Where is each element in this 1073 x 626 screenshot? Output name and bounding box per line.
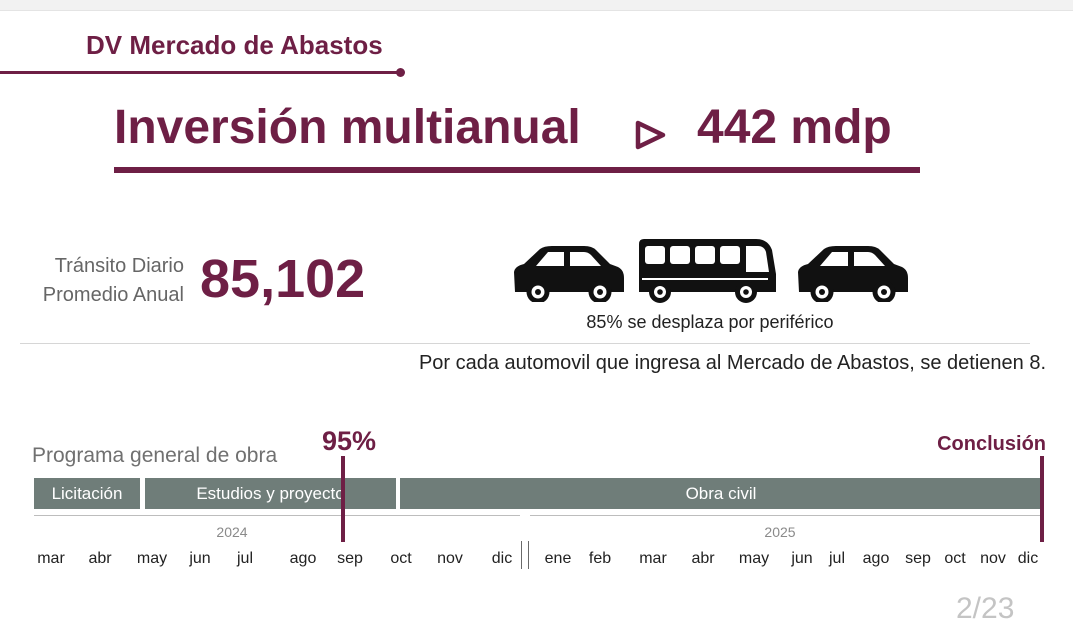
page-number: 2/23 xyxy=(956,592,1015,625)
month-2024-nov: nov xyxy=(437,550,463,567)
bus-icon xyxy=(639,239,776,303)
conclusion-label: Conclusión xyxy=(937,433,1046,455)
car-icon xyxy=(514,246,624,302)
conclusion-marker xyxy=(1040,456,1044,542)
month-2025-ene: ene xyxy=(544,550,572,567)
program-label: Programa general de obra xyxy=(32,444,278,467)
month-2024-jun: jun xyxy=(189,550,211,567)
year-label-2024: 2024 xyxy=(216,524,248,540)
phase-estudios-proyecto: Estudios y proyecto xyxy=(145,478,396,509)
month-2025-nov: nov xyxy=(980,550,1006,567)
month-2025-abr: abr xyxy=(691,550,715,567)
month-2024-ago: ago xyxy=(289,550,317,567)
month-2024-mar: mar xyxy=(37,550,65,567)
metric-label-line2: Promedio Anual xyxy=(42,284,184,306)
top-bar xyxy=(0,0,1073,11)
metric-label: Tránsito Diario Promedio Anual xyxy=(18,252,184,310)
phase-licitacion: Licitación xyxy=(34,478,140,509)
section-title: DV Mercado de Abastos xyxy=(86,30,383,60)
month-2025-sep: sep xyxy=(905,550,931,567)
vehicles-caption: 85% se desplaza por periférico xyxy=(586,312,834,332)
metric-label-line1: Tránsito Diario xyxy=(54,255,184,277)
year-label-2025: 2025 xyxy=(764,524,796,540)
month-2024-oct: oct xyxy=(390,550,412,567)
headline-label: Inversión multianual xyxy=(114,101,581,154)
month-2025-oct: oct xyxy=(944,550,966,567)
month-2025-dic: dic xyxy=(1017,550,1039,567)
headline-value: 442 mdp xyxy=(697,101,892,154)
month-2024-may: may xyxy=(136,550,168,567)
month-2025-jun: jun xyxy=(791,550,813,567)
month-2025-feb: feb xyxy=(588,550,612,567)
section-underline-dot xyxy=(396,68,405,77)
section-divider xyxy=(20,343,1030,344)
year-separator xyxy=(521,541,522,569)
car-icon xyxy=(798,246,908,302)
metric-value: 85,102 xyxy=(200,249,366,309)
play-outline-icon xyxy=(635,120,666,150)
month-2025-ago: ago xyxy=(862,550,890,567)
month-2025-mar: mar xyxy=(639,550,667,567)
section-underline xyxy=(0,71,400,74)
progress-marker xyxy=(341,456,345,542)
month-2024-abr: abr xyxy=(88,550,112,567)
year-separator xyxy=(528,541,529,569)
month-2024-dic: dic xyxy=(491,550,513,567)
month-2025-jul: jul xyxy=(828,550,846,567)
month-2024-sep: sep xyxy=(337,550,363,567)
headline-underline xyxy=(114,167,920,173)
month-2025-may: may xyxy=(738,550,770,567)
phase-obra-civil: Obra civil xyxy=(400,478,1042,509)
year-axis-2024 xyxy=(34,515,520,516)
progress-label: 95% xyxy=(322,426,377,456)
month-2024-jul: jul xyxy=(236,550,254,567)
year-axis-2025 xyxy=(530,515,1042,516)
statement-text: Por cada automovil que ingresa al Mercad… xyxy=(418,352,1046,374)
